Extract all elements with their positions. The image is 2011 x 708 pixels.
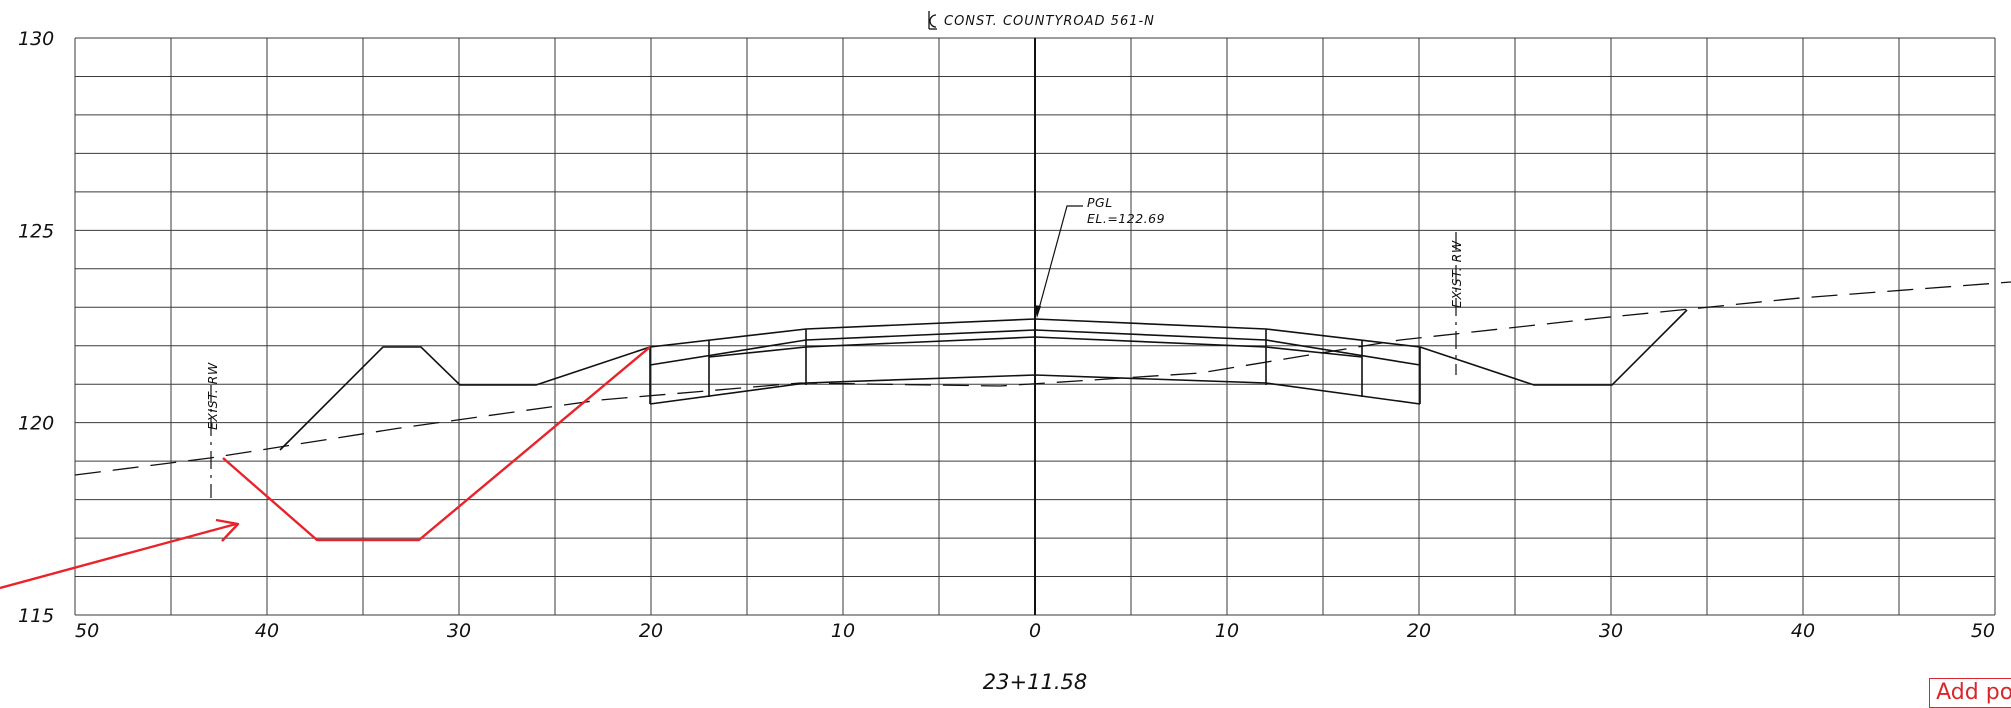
- offset-tick-label: 20: [1407, 620, 1431, 642]
- drawing-title: CONST. COUNTYROAD 561-N: [944, 14, 1155, 29]
- pgl-elevation-label: EL.=122.69: [1087, 211, 1165, 226]
- elevation-tick-label: 115: [18, 605, 54, 627]
- exist-rw-right-label: EXIST. RW: [1449, 240, 1464, 308]
- offset-tick-label: 30: [1599, 620, 1623, 642]
- offset-tick-label: 0: [1029, 620, 1041, 642]
- centerline-symbol: [928, 11, 937, 30]
- offset-tick-label: 10: [1215, 620, 1239, 642]
- offset-tick-label: 20: [639, 620, 663, 642]
- offset-tick-label: 30: [447, 620, 471, 642]
- red-markup-annotation: [0, 346, 651, 590]
- station-label: 23+11.58: [983, 670, 1087, 694]
- offset-tick-label: 40: [1791, 620, 1815, 642]
- elevation-tick-labels: 130 125 120 115: [18, 28, 54, 627]
- add-point-button[interactable]: Add point: [1929, 678, 2011, 708]
- elevation-tick-label: 125: [18, 220, 54, 242]
- offset-tick-label: 50: [75, 620, 99, 642]
- pgl-leader-line: [1036, 205, 1083, 317]
- offset-tick-labels: 50 40 30 20 10 0 10 20 30 40 50: [75, 620, 1995, 642]
- offset-tick-label: 40: [255, 620, 279, 642]
- exist-rw-left-label: EXIST. RW: [205, 362, 220, 430]
- offset-tick-label: 10: [831, 620, 855, 642]
- pgl-label: PGL: [1087, 195, 1113, 210]
- proposed-section: [279, 309, 1688, 451]
- pgl-leader-arrowhead: [1034, 305, 1041, 318]
- offset-tick-label: 50: [1971, 620, 1995, 642]
- existing-ground-line: [74, 281, 2011, 476]
- elevation-tick-label: 120: [18, 413, 54, 435]
- elevation-tick-label: 130: [18, 28, 54, 50]
